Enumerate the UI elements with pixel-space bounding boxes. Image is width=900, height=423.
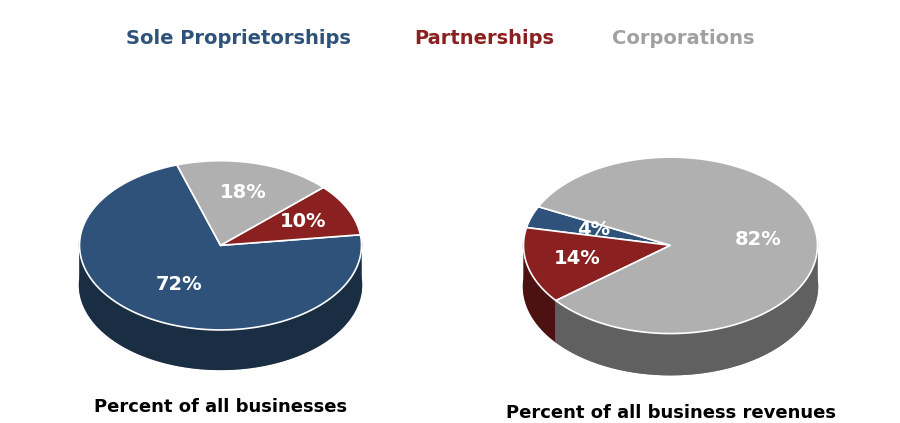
Text: Partnerships: Partnerships: [414, 29, 554, 47]
Text: 82%: 82%: [734, 230, 781, 249]
Polygon shape: [556, 245, 670, 342]
Polygon shape: [524, 198, 817, 375]
Polygon shape: [556, 239, 817, 375]
Text: Percent of all businesses: Percent of all businesses: [94, 398, 347, 416]
Polygon shape: [79, 239, 362, 369]
Polygon shape: [177, 161, 323, 245]
Polygon shape: [524, 228, 670, 301]
Polygon shape: [79, 165, 362, 330]
Text: Sole Proprietorships: Sole Proprietorships: [126, 29, 351, 47]
Polygon shape: [524, 238, 556, 342]
Text: Percent of all business revenues: Percent of all business revenues: [506, 404, 835, 422]
Polygon shape: [220, 187, 360, 245]
Text: 18%: 18%: [220, 183, 266, 202]
Text: 72%: 72%: [156, 275, 202, 294]
Polygon shape: [526, 207, 670, 245]
Polygon shape: [538, 157, 817, 333]
Text: Corporations: Corporations: [612, 29, 754, 47]
Text: 14%: 14%: [554, 249, 601, 268]
Polygon shape: [79, 200, 362, 369]
Polygon shape: [556, 245, 670, 342]
Text: 4%: 4%: [578, 220, 610, 239]
Text: 10%: 10%: [280, 212, 327, 231]
